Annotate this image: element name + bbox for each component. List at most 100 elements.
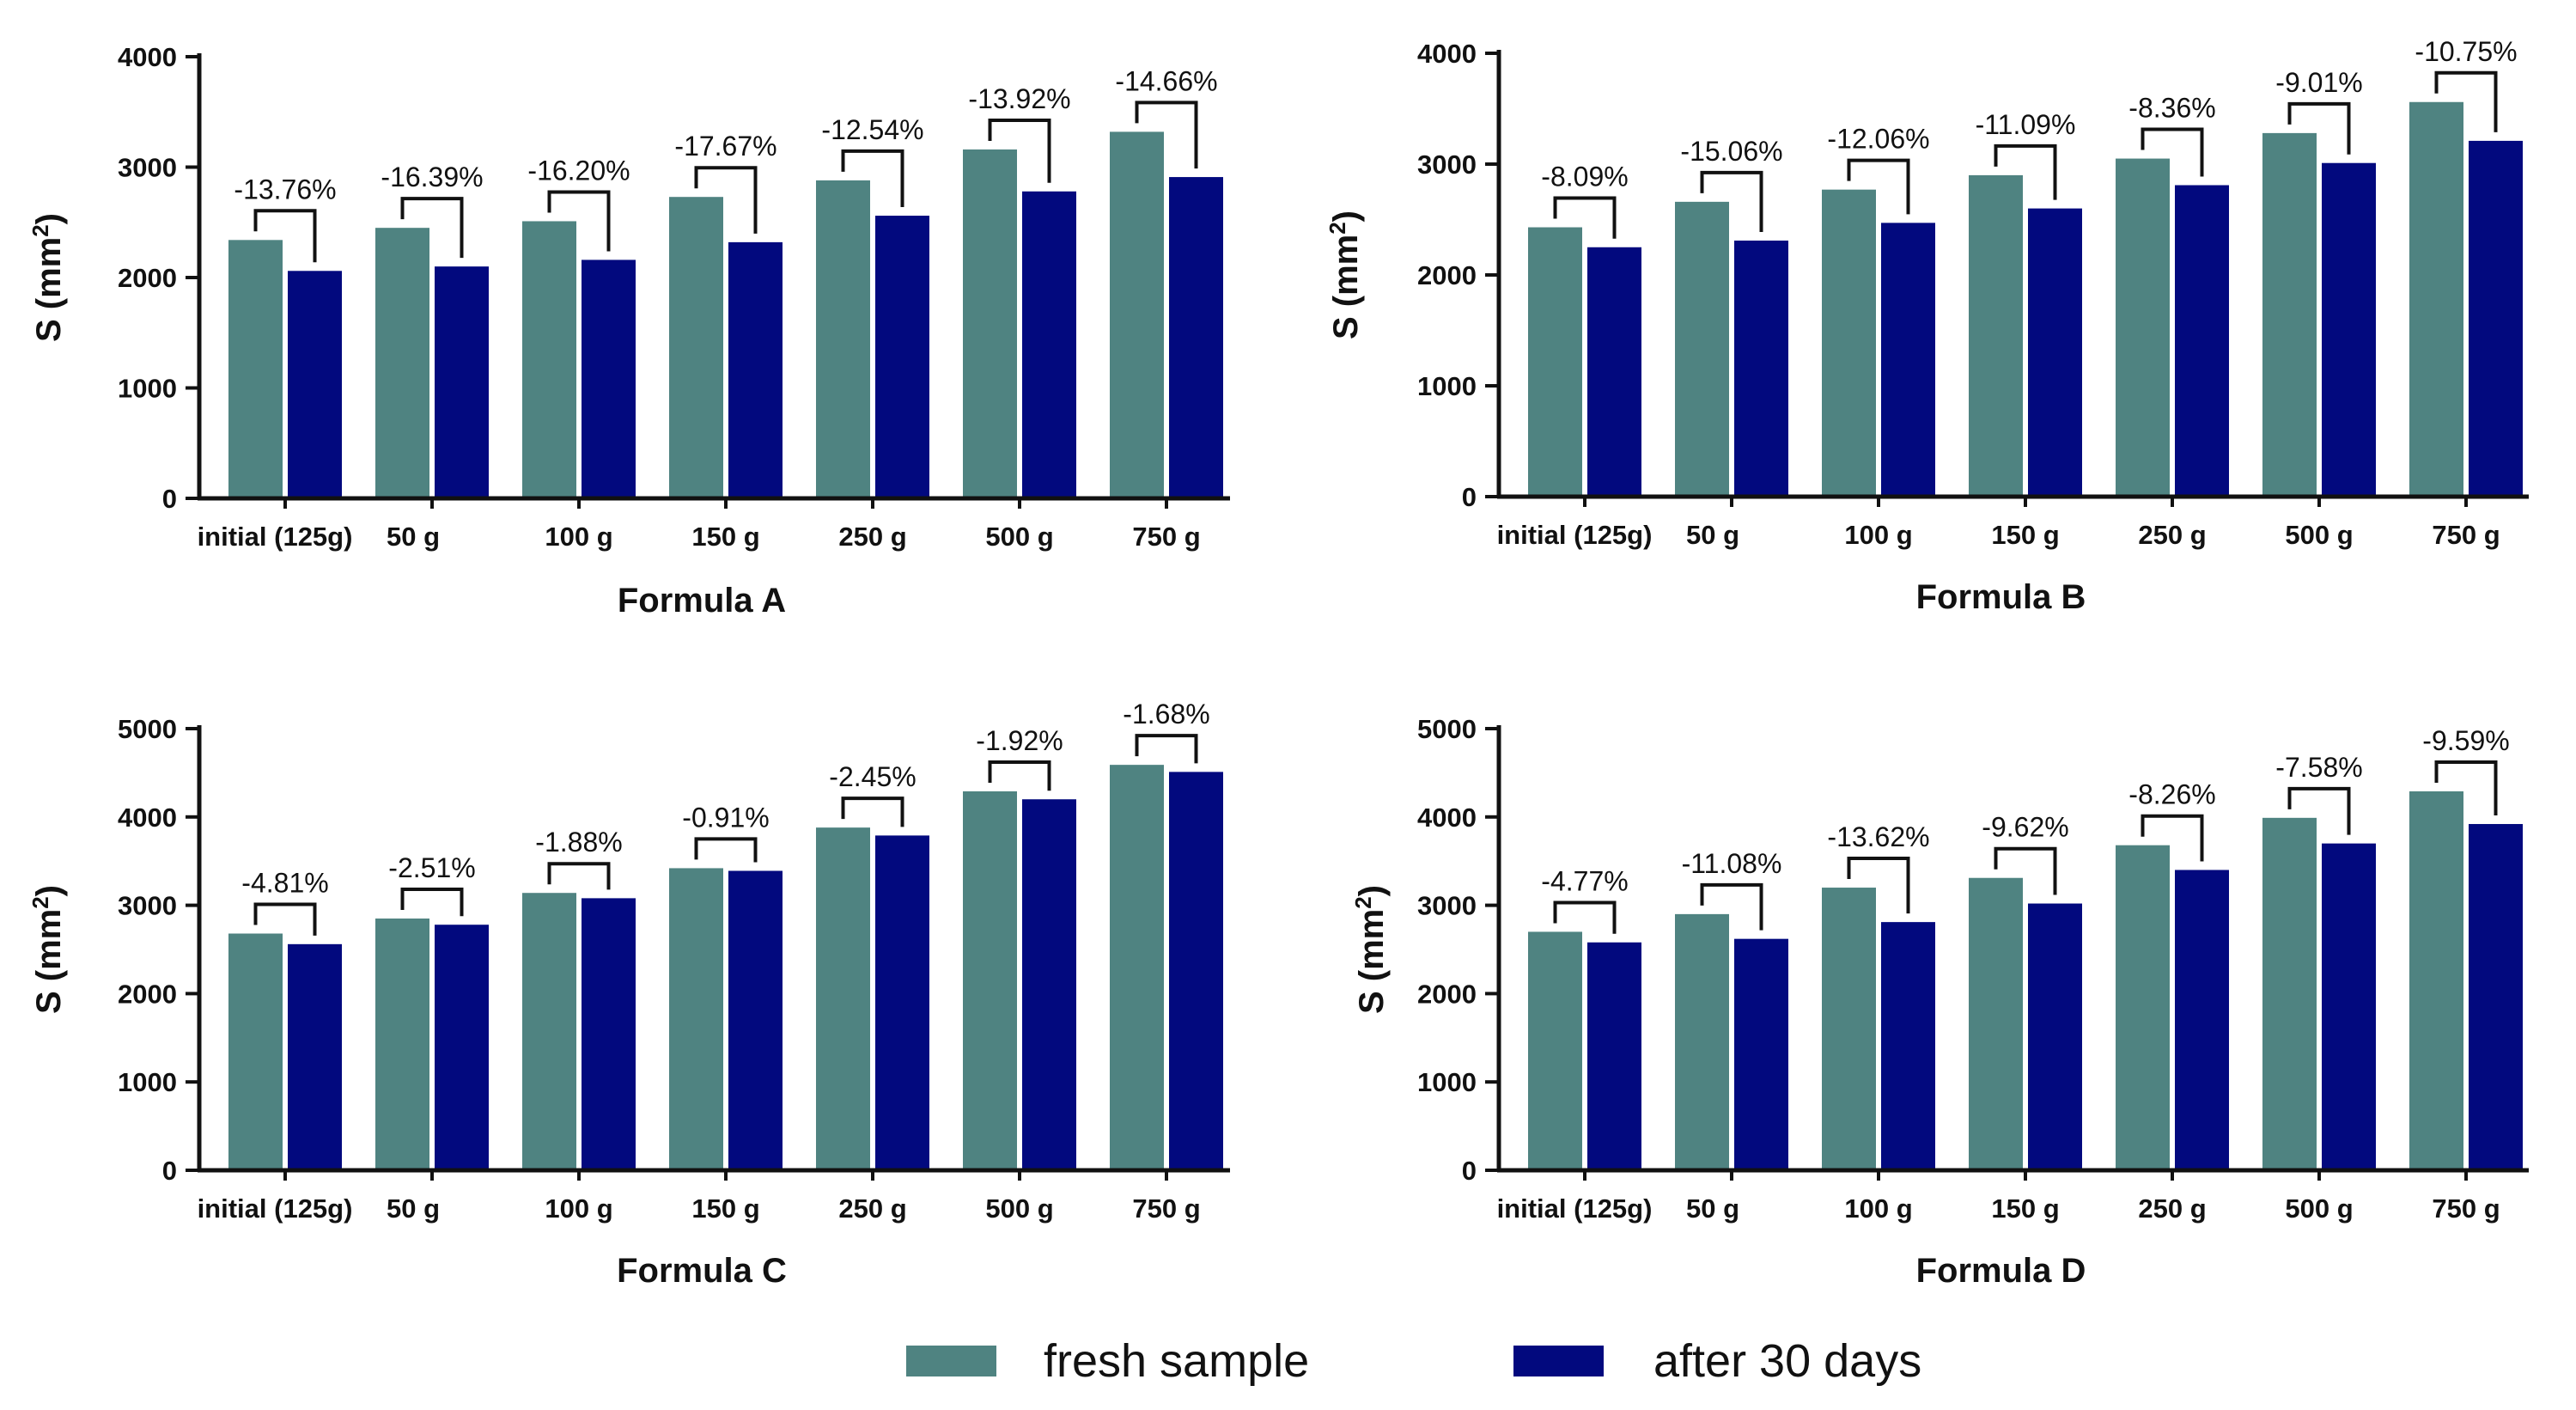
y-tick-label: 0 [1462,482,1477,512]
bar-after-30-days [1587,942,1641,1170]
bar-after-30-days [1022,191,1076,498]
bar-fresh-sample [522,893,576,1170]
y-tick-label: 0 [1462,1156,1477,1186]
y-tick-label: 2000 [118,263,177,293]
legend-swatch-after-30-days [1513,1346,1604,1376]
change-bracket [1700,170,1763,233]
bar-fresh-sample [2409,790,2463,1170]
change-bracket [841,149,904,208]
change-label: -1.68% [1123,699,1209,729]
bar-fresh-sample [1110,131,1164,498]
x-tick-label: 150 g [1991,1193,2059,1224]
bar-after-30-days [728,870,783,1170]
legend-item-fresh: fresh sample [906,1335,1309,1387]
change-bracket [2287,101,2351,155]
y-axis-title: S (mm2) [1325,211,1365,339]
bar-after-30-days [1734,938,1788,1170]
change-bracket [1553,900,1617,934]
x-tick-label: 750 g [2432,520,2500,550]
change-label: -17.67% [674,131,776,162]
change-label: -4.77% [1541,865,1628,896]
bar-fresh-sample [1822,189,1876,497]
bar-fresh-sample [963,149,1017,498]
x-tick-label: initial (125g) [198,1193,353,1224]
x-tick-label: 50 g [387,522,440,552]
x-tick-label: 500 g [985,1193,1053,1224]
x-axis-title: Formula B [1916,578,2086,616]
change-label: -2.45% [829,761,916,792]
y-tick-label: 4000 [118,803,177,833]
bar-after-30-days [875,835,929,1170]
y-tick-label: 4000 [1417,39,1477,69]
y-tick-label: 1000 [1417,371,1477,401]
y-tick-label: 1000 [118,374,177,404]
change-bracket [400,197,464,259]
bar-fresh-sample [669,868,723,1170]
y-tick-label: 1000 [1417,1067,1477,1097]
change-bracket [988,760,1051,791]
change-label: -7.58% [2275,752,2362,783]
change-label: -9.01% [2275,67,2362,98]
change-bracket [547,862,611,890]
x-tick-label: 100 g [545,522,612,552]
bar-fresh-sample [963,790,1017,1170]
y-tick-label: 4000 [1417,803,1477,833]
bar-fresh-sample [2409,101,2463,497]
change-label: -0.91% [682,802,769,833]
legend-swatch-fresh [906,1346,996,1376]
bar-fresh-sample [228,240,283,498]
bar-fresh-sample [1675,201,1729,497]
bar-fresh-sample [1969,877,2023,1170]
bar-after-30-days [2322,162,2376,497]
x-tick-label: 250 g [838,1193,906,1224]
change-bracket [1994,143,2057,200]
bar-fresh-sample [375,919,429,1170]
x-tick-label: 750 g [1132,1193,1200,1224]
x-axis-title: Formula A [618,582,786,620]
y-tick-label: 2000 [1417,979,1477,1009]
change-label: -11.09% [1976,109,2076,140]
panel-formula-d: -4.77% initial (125g) -11.08% 50 g -13.62% 10… [1350,714,2529,1290]
bar-after-30-days [2322,843,2376,1170]
change-bracket [400,888,464,917]
y-tick-label: 0 [162,1156,177,1186]
change-bracket [2434,70,2498,132]
change-label: -14.66% [1115,65,1217,96]
bar-fresh-sample [228,933,283,1170]
change-bracket [694,837,758,863]
y-tick-label: 0 [162,484,177,514]
x-axis-title: Formula D [1916,1252,2086,1290]
bar-fresh-sample [2262,132,2317,497]
legend-label-fresh: fresh sample [1044,1335,1309,1387]
bar-after-30-days [2469,140,2523,497]
bar-after-30-days [1169,177,1223,498]
change-bracket [547,190,611,252]
y-tick-label: 5000 [1417,714,1477,744]
change-bracket [1700,882,1763,931]
change-bracket [1135,734,1198,764]
bar-after-30-days [2175,870,2229,1170]
bar-fresh-sample [1969,174,2023,497]
change-bracket [253,902,317,936]
change-bracket [841,797,904,827]
bar-after-30-days [875,216,929,499]
x-axis-title: Formula C [617,1252,787,1290]
panel-formula-b: -8.09% initial (125g) -15.06% 50 g -12.06% 10… [1325,36,2529,616]
change-bracket [1553,196,1617,239]
x-tick-label: 150 g [691,1193,759,1224]
x-tick-label: 50 g [1686,1193,1739,1224]
panel-formula-a: -13.76% initial (125g) -16.39% 50 g -16.20% 1… [27,42,1230,620]
x-tick-label: initial (125g) [1497,1193,1653,1224]
bar-fresh-sample [1528,931,1582,1170]
bar-after-30-days [2028,208,2082,497]
change-bracket [2287,786,2351,835]
legend-label-after-30-days: after 30 days [1653,1335,1921,1387]
x-tick-label: 250 g [2138,1193,2206,1224]
x-tick-label: 50 g [387,1193,440,1224]
x-tick-label: 100 g [1844,1193,1912,1224]
change-bracket [253,209,317,263]
bar-after-30-days [1587,247,1641,497]
bar-fresh-sample [1528,227,1582,497]
y-tick-label: 2000 [118,979,177,1009]
y-tick-label: 3000 [1417,891,1477,921]
